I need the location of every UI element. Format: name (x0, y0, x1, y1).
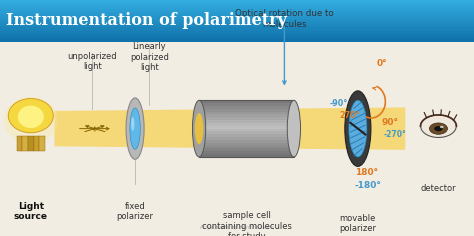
Bar (0, 11, 474, 13)
Bar (0, 8, 474, 10)
Bar (0, 27, 474, 30)
Ellipse shape (3, 97, 58, 144)
Bar (199, 125, 294, 129)
Ellipse shape (192, 100, 206, 157)
Bar (199, 148, 294, 151)
Text: 90°: 90° (382, 118, 399, 127)
Bar (199, 117, 294, 120)
Bar (28, 136, 34, 151)
Ellipse shape (131, 117, 135, 131)
Bar (34, 136, 39, 151)
Bar (0, 20, 474, 22)
Bar (199, 139, 294, 143)
Bar (0, 35, 474, 38)
Bar (0, 34, 474, 36)
Bar (199, 122, 294, 126)
Text: unpolarized
light: unpolarized light (68, 52, 117, 71)
Ellipse shape (195, 113, 203, 144)
Bar (0, 15, 474, 17)
Ellipse shape (9, 99, 53, 133)
Bar (199, 154, 294, 157)
Ellipse shape (421, 115, 456, 137)
Ellipse shape (349, 100, 367, 157)
Bar (0, 13, 474, 16)
Bar (0, 33, 474, 35)
Bar (199, 108, 294, 112)
Ellipse shape (287, 100, 301, 157)
Ellipse shape (440, 126, 444, 128)
Bar (199, 114, 294, 117)
Polygon shape (55, 107, 405, 150)
Bar (0, 9, 474, 12)
Text: sample cell
containing molecules
for study: sample cell containing molecules for stu… (201, 211, 292, 236)
Text: -180°: -180° (355, 181, 382, 190)
Text: Instrumentation of polarimetry: Instrumentation of polarimetry (6, 12, 287, 29)
Bar (0, 31, 474, 34)
Text: movable
polarizer: movable polarizer (339, 214, 376, 233)
Text: fixed
polarizer: fixed polarizer (117, 202, 154, 221)
Bar (0, 26, 474, 28)
Bar (0, 37, 474, 39)
Bar (0, 16, 474, 18)
Bar (199, 120, 294, 123)
Text: -270°: -270° (384, 130, 407, 139)
Text: Light
source: Light source (14, 202, 48, 221)
Bar (199, 137, 294, 140)
Bar (0, 19, 474, 21)
Bar (0, 1, 474, 3)
Text: Linearly
polarized
light: Linearly polarized light (130, 42, 169, 72)
Bar (0, 6, 474, 9)
Ellipse shape (434, 126, 443, 131)
Bar (0, 0, 474, 2)
Bar (0, 12, 474, 14)
Bar (199, 145, 294, 148)
Bar (0, 38, 474, 40)
Text: -90°: -90° (329, 99, 348, 108)
Text: 0°: 0° (377, 59, 387, 68)
Ellipse shape (126, 98, 144, 159)
Bar (199, 142, 294, 146)
Bar (199, 100, 294, 103)
Bar (17, 136, 22, 151)
Bar (199, 131, 294, 134)
Bar (0, 29, 474, 31)
Bar (0, 5, 474, 7)
Bar (199, 134, 294, 137)
Ellipse shape (18, 105, 44, 128)
Bar (0, 39, 474, 42)
Text: 270°: 270° (339, 111, 360, 120)
Bar (199, 100, 294, 157)
Text: 180°: 180° (355, 168, 378, 177)
Ellipse shape (130, 108, 140, 149)
Bar (0, 4, 474, 6)
Ellipse shape (345, 91, 371, 166)
Bar (199, 103, 294, 106)
Bar (0, 21, 474, 24)
Bar (0, 2, 474, 5)
Ellipse shape (429, 123, 447, 134)
Bar (0, 24, 474, 27)
Text: Priyamstudycentre.com: Priyamstudycentre.com (200, 225, 274, 230)
Bar (199, 111, 294, 114)
Text: Optical rotation due to
molecules: Optical rotation due to molecules (235, 9, 334, 29)
Bar (22, 136, 28, 151)
Bar (0, 23, 474, 25)
Bar (199, 151, 294, 154)
Bar (199, 105, 294, 109)
Text: detector: detector (420, 184, 456, 193)
Bar (39, 136, 45, 151)
Bar (0, 30, 474, 32)
Bar (199, 128, 294, 131)
Bar (0, 17, 474, 20)
